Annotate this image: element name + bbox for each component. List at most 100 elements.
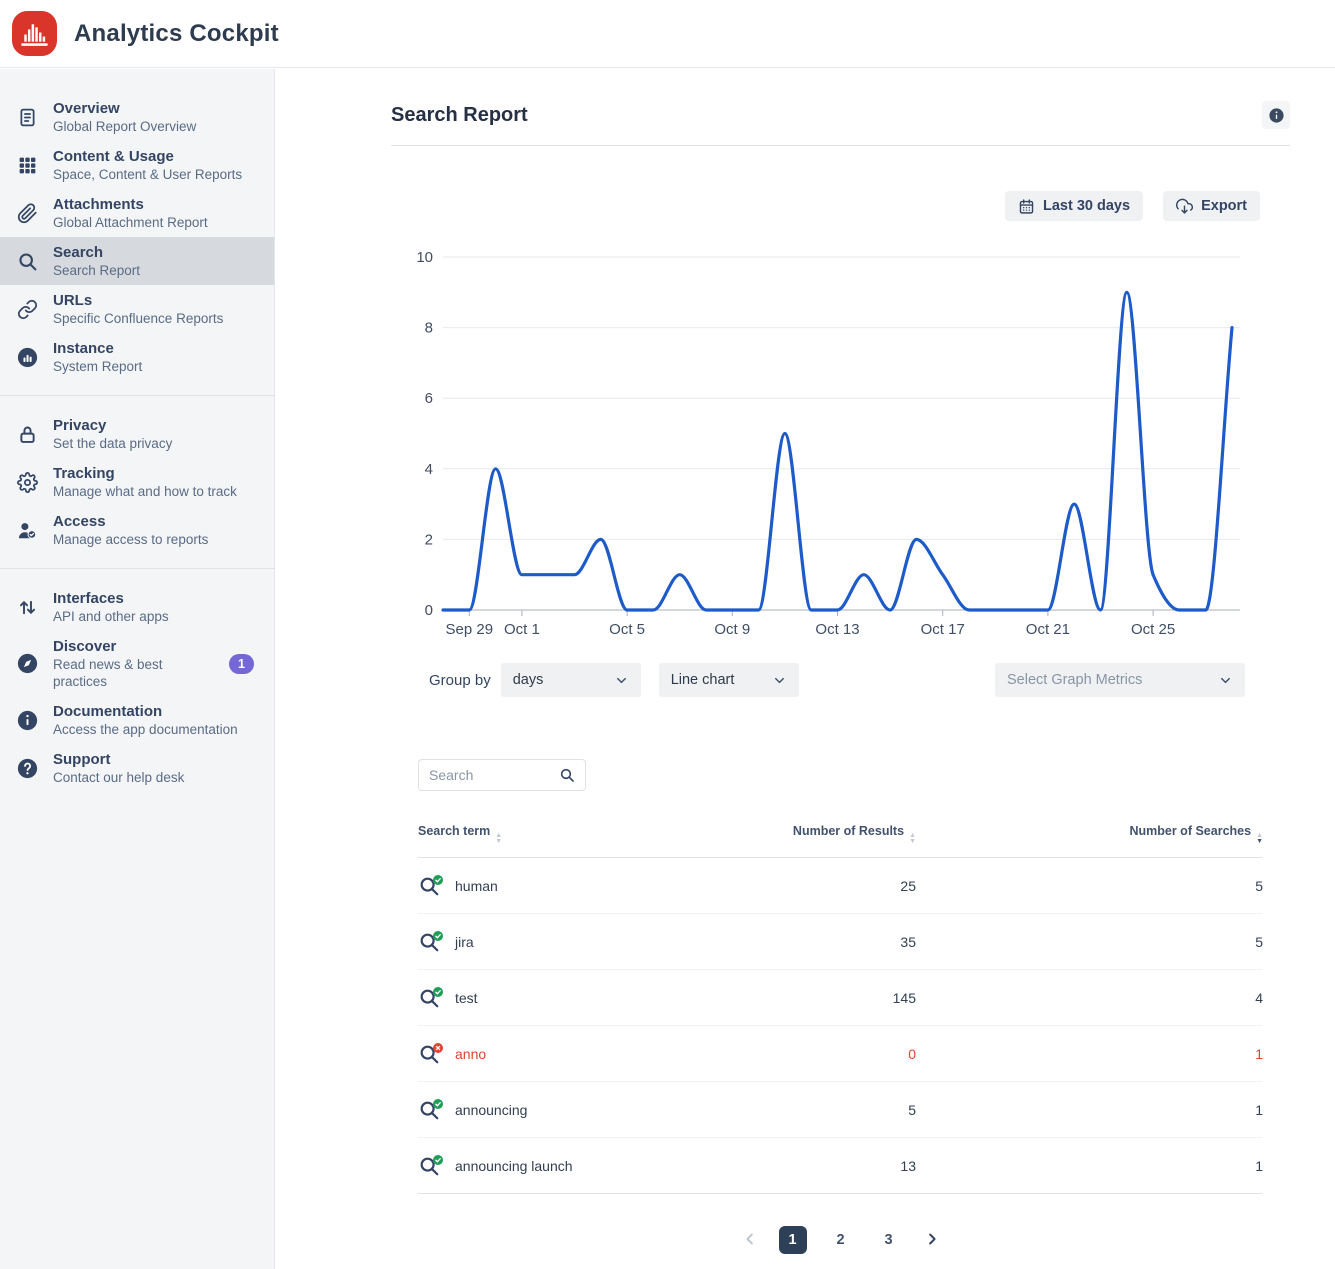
svg-text:Oct 13: Oct 13 (815, 621, 859, 638)
search-term-text: human (455, 877, 498, 894)
question-circle-icon (14, 758, 40, 779)
search-icon[interactable] (559, 767, 575, 783)
sidebar-item-text: Attachments Global Attachment Report (53, 195, 260, 231)
search-term-cell: anno (418, 1042, 693, 1065)
number-of-results-cell: 5 (908, 1101, 916, 1118)
sidebar-item-text: Support Contact our help desk (53, 750, 260, 786)
search-term-text: jira (455, 933, 474, 950)
column-label: Number of Results (792, 824, 905, 838)
number-of-searches-cell: 5 (1255, 877, 1263, 894)
group-by-select[interactable]: days (500, 663, 641, 697)
paperclip-icon (14, 202, 40, 224)
table-header-row: Search term ▲ ▼ Number of Results ▲ ▼ Number o… (418, 824, 1263, 858)
line-chart-svg: 0 2 4 6 8 10 Sep 29 Oct 1 Oct 5 Oct 9 Oct 13 Oct 17… (416, 249, 1240, 638)
previous-page-button[interactable] (741, 1230, 759, 1251)
sidebar-item-overview[interactable]: Overview Global Report Overview (0, 93, 274, 141)
sidebar-item-text: URLs Specific Confluence Reports (53, 291, 260, 327)
search-input[interactable] (429, 767, 559, 783)
graph-metrics-select[interactable]: Select Graph Metrics (995, 663, 1245, 697)
chart-type-select[interactable]: Line chart (658, 663, 799, 697)
next-page-button[interactable] (923, 1230, 941, 1251)
svg-text:Oct 9: Oct 9 (714, 621, 750, 638)
sidebar-item-text: Interfaces API and other apps (53, 589, 260, 625)
search-term-success-icon[interactable] (418, 1152, 443, 1177)
sidebar-item-text: Overview Global Report Overview (53, 99, 260, 135)
table-row: test 145 4 (418, 970, 1263, 1026)
sidebar-item-subtitle: Contact our help desk (53, 770, 185, 785)
table-row: jira 35 5 (418, 914, 1263, 970)
export-button[interactable]: Export (1163, 191, 1260, 221)
table-row: announcing launch 13 1 (418, 1138, 1263, 1194)
sidebar-item-subtitle: Access the app documentation (53, 722, 238, 737)
sidebar-item-interfaces[interactable]: Interfaces API and other apps (0, 583, 274, 631)
group-by-label: Group by (429, 671, 491, 689)
sort-arrows-icon: ▲ ▼ (909, 832, 916, 845)
chevron-down-icon (604, 673, 629, 688)
page-button-2[interactable]: 2 (827, 1226, 855, 1254)
number-of-results-cell: 35 (900, 933, 916, 950)
sidebar-item-instance[interactable]: Instance System Report (0, 333, 274, 381)
info-button[interactable] (1262, 101, 1290, 129)
search-icon (14, 251, 40, 272)
sidebar-item-title: Instance (53, 340, 114, 357)
sidebar-item-text: Access Manage access to reports (53, 512, 260, 548)
search-term-cell: announcing (418, 1098, 693, 1121)
calendar-icon (1018, 198, 1035, 215)
table-search-box (418, 759, 586, 791)
info-circle-icon (14, 710, 40, 731)
sidebar-item-attachments[interactable]: Attachments Global Attachment Report (0, 189, 274, 237)
chevron-down-icon (1208, 673, 1233, 688)
check-badge-icon (433, 1152, 443, 1165)
sidebar-item-title: Access (53, 513, 106, 530)
column-header-number-of-searches[interactable]: Number of Searches ▲ ▼ (916, 824, 1263, 845)
search-terms-table: Search term ▲ ▼ Number of Results ▲ ▼ Number o… (418, 824, 1263, 1194)
search-term-success-icon[interactable] (418, 872, 443, 897)
sidebar-item-urls[interactable]: URLs Specific Confluence Reports (0, 285, 274, 333)
search-term-cell: announcing launch (418, 1152, 693, 1177)
number-of-searches-cell: 5 (1255, 933, 1263, 950)
search-term-cell: jira (418, 928, 693, 953)
document-icon (14, 107, 40, 128)
sidebar-item-title: Documentation (53, 703, 163, 720)
column-header-search-term[interactable]: Search term ▲ ▼ (418, 824, 693, 845)
search-term-success-icon[interactable] (418, 928, 443, 953)
arrows-up-down-icon (14, 597, 40, 618)
svg-text:Oct 1: Oct 1 (504, 621, 540, 638)
sidebar-item-title: URLs (53, 292, 93, 309)
chevron-left-icon (741, 1230, 759, 1251)
sidebar-item-text: Privacy Set the data privacy (53, 416, 260, 452)
sidebar-item-title: Attachments (53, 196, 144, 213)
check-badge-icon (433, 928, 443, 941)
sidebar-item-content-usage[interactable]: Content & Usage Space, Content & User Rep… (0, 141, 274, 189)
page-button-1[interactable]: 1 (778, 1226, 807, 1254)
column-header-number-of-results[interactable]: Number of Results ▲ ▼ (693, 824, 916, 845)
sidebar-item-access[interactable]: Access Manage access to reports (0, 506, 274, 554)
search-term-success-icon[interactable] (418, 986, 443, 1009)
sidebar-item-text: Content & Usage Space, Content & User Rep… (53, 147, 260, 183)
sidebar-item-tracking[interactable]: Tracking Manage what and how to track (0, 458, 274, 506)
svg-text:10: 10 (416, 249, 433, 266)
search-term-success-icon[interactable] (418, 1098, 443, 1121)
sidebar-item-search[interactable]: Search Search Report (0, 237, 274, 285)
check-badge-icon (433, 872, 443, 885)
sidebar-item-subtitle: System Report (53, 359, 143, 374)
sidebar-item-documentation[interactable]: Documentation Access the app documentatio… (0, 696, 274, 744)
sidebar-item-title: Interfaces (53, 590, 124, 607)
sidebar-item-subtitle: Set the data privacy (53, 436, 173, 451)
sidebar-item-discover[interactable]: Discover Read news & best practices 1 (0, 631, 274, 696)
instance-icon (14, 347, 40, 368)
sidebar-item-subtitle: Read news & best practices (53, 657, 163, 689)
search-term-failed-icon[interactable] (418, 1042, 443, 1065)
number-of-searches-cell: 1 (1255, 1101, 1263, 1118)
page-button-3[interactable]: 3 (875, 1226, 903, 1254)
sidebar: Overview Global Report Overview Content & … (0, 69, 275, 1269)
sidebar-item-support[interactable]: Support Contact our help desk (0, 744, 274, 792)
number-of-results-cell: 25 (900, 877, 916, 894)
sidebar-item-privacy[interactable]: Privacy Set the data privacy (0, 410, 274, 458)
number-of-results-cell: 145 (892, 989, 916, 1006)
svg-text:8: 8 (425, 320, 433, 337)
compass-icon (14, 653, 40, 674)
number-of-searches-cell: 4 (1255, 989, 1263, 1006)
gear-icon (14, 471, 40, 493)
date-range-button[interactable]: Last 30 days (1005, 191, 1144, 221)
